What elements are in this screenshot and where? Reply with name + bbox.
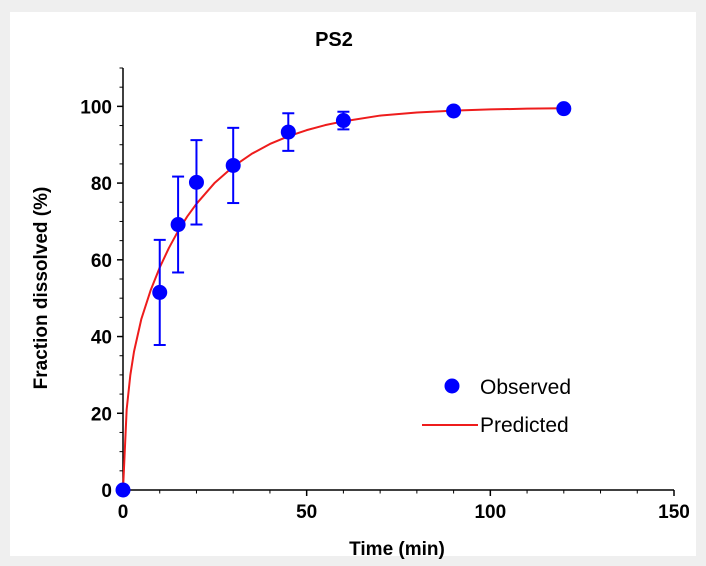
- legend: Observed Predicted: [422, 376, 571, 437]
- y-tick-label: 60: [91, 251, 112, 272]
- x-tick-label: 150: [658, 502, 690, 523]
- chart-title: PS2: [315, 29, 353, 51]
- observed-series: [115, 101, 572, 498]
- axes: 0 50 100 150 0 20 40 60 80 100: [80, 67, 690, 523]
- observed-point: [115, 482, 131, 498]
- observed-point: [335, 113, 351, 129]
- observed-point: [280, 124, 296, 140]
- x-tick-label: 50: [296, 502, 317, 523]
- y-tick-label: 100: [80, 97, 112, 118]
- observed-point: [556, 101, 572, 117]
- plot-area: [10, 12, 696, 556]
- y-axis-title: Fraction dissolved (%): [31, 187, 52, 390]
- y-tick-label: 0: [101, 481, 112, 502]
- x-tick-label: 0: [118, 502, 129, 523]
- observed-point: [188, 174, 204, 190]
- legend-observed-marker: [444, 378, 460, 394]
- observed-point: [446, 103, 462, 119]
- x-axis-title: Time (min): [349, 539, 445, 560]
- observed-point: [170, 217, 186, 233]
- observed-point: [225, 157, 241, 173]
- legend-predicted-label: Predicted: [480, 414, 569, 437]
- y-tick-label: 20: [91, 404, 112, 425]
- y-tick-label: 40: [91, 328, 112, 349]
- legend-observed-label: Observed: [480, 376, 571, 399]
- observed-point: [152, 284, 168, 300]
- y-tick-label: 80: [91, 174, 112, 195]
- x-tick-label: 100: [474, 502, 506, 523]
